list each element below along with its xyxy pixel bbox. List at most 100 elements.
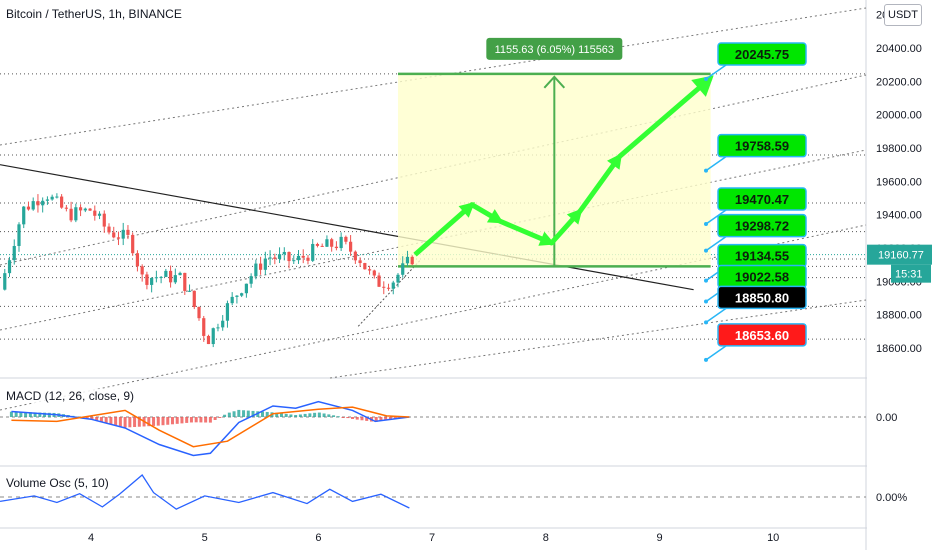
macd-hist-bar-60 bbox=[294, 415, 298, 417]
macd-hist-bar-27 bbox=[137, 417, 141, 427]
macd-hist-bar-17 bbox=[90, 417, 94, 420]
macd-hist-bar-16 bbox=[85, 417, 89, 419]
candle-body-1 bbox=[7, 260, 12, 274]
macd-hist-bar-61 bbox=[298, 414, 302, 417]
macd-hist-bar-44 bbox=[218, 417, 222, 418]
candle-body-60 bbox=[287, 251, 291, 262]
candle-body-77 bbox=[367, 269, 372, 271]
macd-hist-bar-41 bbox=[204, 417, 208, 423]
candle-body-31 bbox=[150, 277, 154, 285]
candle-body-10 bbox=[50, 196, 54, 200]
candle-body-71 bbox=[339, 236, 343, 249]
macd-hist-bar-1 bbox=[14, 411, 18, 417]
candle-body-11 bbox=[55, 196, 59, 198]
macd-hist-bar-35 bbox=[175, 417, 179, 424]
macd-hist-bar-24 bbox=[123, 417, 127, 428]
candle-body-33 bbox=[159, 276, 163, 278]
candle-body-39 bbox=[187, 290, 192, 292]
candle-body-82 bbox=[391, 282, 395, 289]
macd-hist-bar-33 bbox=[166, 417, 170, 425]
candle-body-66 bbox=[315, 243, 320, 246]
candle-body-22 bbox=[107, 226, 111, 233]
candle-body-9 bbox=[45, 199, 50, 201]
candle-body-75 bbox=[358, 260, 362, 264]
price-tick-1: 18800.00 bbox=[876, 310, 922, 322]
candle-body-46 bbox=[221, 320, 225, 328]
macd-hist-bar-5 bbox=[33, 412, 37, 417]
macd-hist-bar-78 bbox=[379, 417, 383, 421]
macd-hist-bar-72 bbox=[351, 417, 355, 419]
target-label-3: 19298.72 bbox=[735, 219, 789, 234]
candle-body-2 bbox=[12, 245, 16, 261]
macd-hist-bar-47 bbox=[232, 411, 236, 417]
measure-label: 1155.63 (6.05%) 115563 bbox=[495, 44, 614, 56]
target-pointer-dot-7 bbox=[704, 357, 708, 362]
projection-arrowhead-6 bbox=[691, 75, 714, 97]
layer-macd bbox=[0, 400, 866, 457]
macd-hist-bar-30 bbox=[152, 417, 156, 426]
projection-arrowhead-2 bbox=[486, 209, 504, 224]
macd-hist-bar-56 bbox=[275, 412, 279, 417]
candle-body-38 bbox=[183, 272, 187, 291]
macd-hist-bar-53 bbox=[260, 411, 264, 417]
candle-body-50 bbox=[240, 293, 244, 296]
candle-body-79 bbox=[377, 275, 381, 287]
candle-body-49 bbox=[235, 295, 239, 297]
macd-hist-bar-48 bbox=[237, 409, 241, 417]
macd-hist-bar-71 bbox=[346, 417, 350, 419]
candle-body-30 bbox=[145, 274, 149, 285]
candle-body-51 bbox=[244, 283, 248, 294]
macd-hist-bar-54 bbox=[265, 411, 269, 417]
price-tick-0: 18600.00 bbox=[876, 343, 922, 355]
macd-hist-bar-67 bbox=[327, 414, 331, 417]
osc-tick-0: 0.00% bbox=[876, 492, 907, 504]
candle-body-45 bbox=[216, 327, 220, 329]
candle-body-35 bbox=[168, 270, 173, 283]
macd-hist-bar-31 bbox=[156, 417, 160, 426]
measure-label-bg bbox=[486, 37, 623, 60]
macd-hist-bar-26 bbox=[133, 417, 137, 428]
macd-hist-bar-63 bbox=[308, 413, 312, 417]
layer-axes: 18600.0018800.0019000.0019200.0019400.00… bbox=[88, 0, 932, 550]
measure-arrowhead bbox=[543, 75, 566, 89]
candle-body-13 bbox=[64, 207, 68, 209]
target-pointer-0 bbox=[705, 64, 727, 80]
candle-body-6 bbox=[31, 201, 35, 210]
target-pointer-dot-0 bbox=[704, 77, 708, 81]
layer-arrows bbox=[413, 75, 714, 257]
target-label-0: 20245.75 bbox=[735, 47, 789, 62]
candle-body-59 bbox=[282, 251, 286, 255]
candle-body-52 bbox=[249, 276, 253, 284]
candle-body-48 bbox=[230, 296, 234, 304]
target-label-1: 19758.59 bbox=[735, 139, 789, 154]
target-label-2: 19470.47 bbox=[735, 192, 789, 207]
candle-body-15 bbox=[74, 207, 78, 221]
target-pointer-7 bbox=[705, 345, 727, 361]
candle-body-43 bbox=[206, 335, 211, 345]
macd-hist-bar-38 bbox=[189, 417, 193, 423]
macd-label: MACD (12, 26, close, 9) bbox=[4, 389, 137, 403]
macd-hist-bar-59 bbox=[289, 414, 293, 417]
x-tick-6: 10 bbox=[767, 532, 779, 544]
osc-line bbox=[0, 474, 410, 510]
candle-body-26 bbox=[126, 229, 130, 235]
macd-hist-bar-25 bbox=[128, 417, 132, 428]
macd-hist-bar-73 bbox=[355, 417, 359, 420]
macd-line bbox=[11, 400, 410, 457]
trend-line bbox=[0, 164, 694, 291]
currency-badge[interactable]: USDT bbox=[884, 4, 922, 26]
candle-body-56 bbox=[268, 257, 272, 259]
candle-body-58 bbox=[277, 254, 282, 259]
candle-body-7 bbox=[36, 201, 40, 206]
price-tick-8: 20200.00 bbox=[876, 76, 922, 88]
target-pointer-6 bbox=[705, 307, 727, 323]
candle-body-67 bbox=[320, 245, 324, 247]
countdown-tag bbox=[891, 264, 931, 283]
target-label-5: 19022.58 bbox=[735, 270, 789, 285]
target-label-bg-6 bbox=[717, 285, 807, 310]
target-pointer-dot-6 bbox=[704, 320, 708, 325]
macd-hist-bar-36 bbox=[180, 417, 184, 424]
candle-body-73 bbox=[349, 241, 353, 252]
macd-hist-bar-18 bbox=[95, 417, 99, 421]
